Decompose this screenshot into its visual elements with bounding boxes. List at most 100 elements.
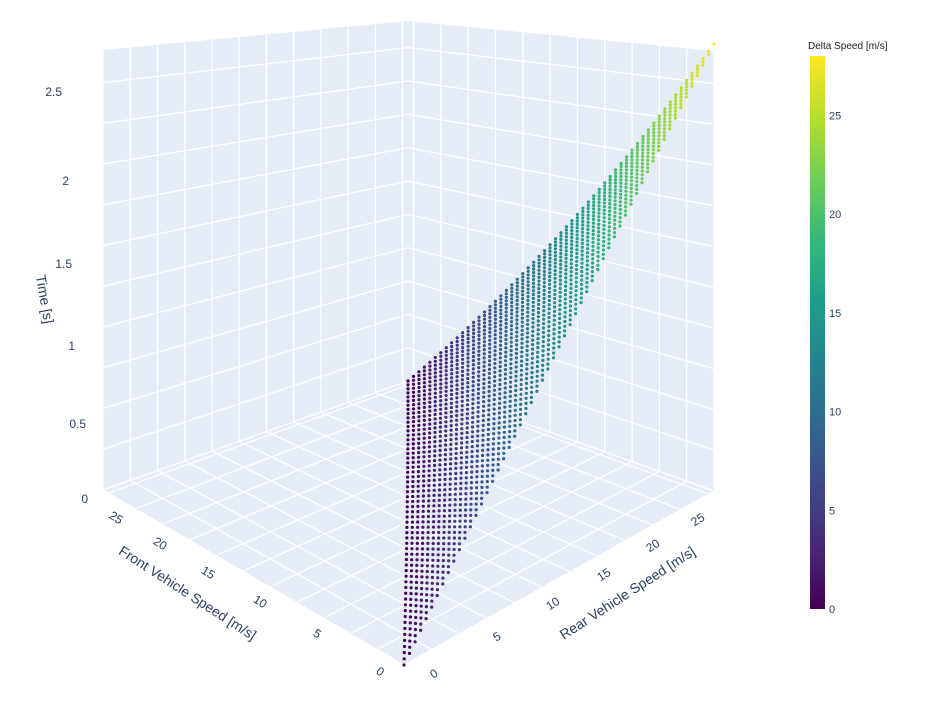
data-point xyxy=(547,294,552,298)
data-point xyxy=(618,216,622,220)
data-point xyxy=(520,350,524,354)
data-point xyxy=(470,470,474,474)
data-point xyxy=(586,243,590,247)
data-point xyxy=(559,244,563,248)
data-point xyxy=(537,254,541,258)
data-point xyxy=(488,323,492,327)
data-point xyxy=(410,515,414,519)
data-point xyxy=(425,558,430,562)
data-point xyxy=(493,329,497,333)
data-point xyxy=(497,431,501,435)
data-point xyxy=(581,213,585,217)
data-point xyxy=(504,321,508,326)
data-point xyxy=(458,525,462,529)
data-point xyxy=(425,599,429,603)
data-point xyxy=(465,450,469,454)
wall-gridline xyxy=(102,80,409,124)
data-point xyxy=(580,249,584,253)
data-point xyxy=(493,310,497,314)
data-point xyxy=(508,409,512,413)
data-point xyxy=(536,355,540,359)
data-point xyxy=(417,423,421,427)
data-point xyxy=(510,297,514,301)
data-point xyxy=(439,370,443,374)
data-point xyxy=(608,194,612,199)
data-point xyxy=(499,319,503,323)
data-point xyxy=(668,120,672,124)
data-point xyxy=(455,355,459,359)
data-point xyxy=(441,576,445,580)
data-point xyxy=(404,557,408,562)
data-point xyxy=(409,574,413,579)
data-point xyxy=(502,451,506,455)
data-point xyxy=(575,267,579,272)
data-point xyxy=(580,245,584,249)
data-point xyxy=(411,433,415,437)
data-point xyxy=(570,232,574,236)
data-point xyxy=(433,440,437,444)
data-point xyxy=(452,536,456,540)
data-point xyxy=(405,547,409,551)
z-axis-title: Time [s] xyxy=(33,273,57,324)
data-point xyxy=(597,226,601,230)
data-point xyxy=(460,422,464,426)
data-point xyxy=(438,425,442,429)
data-point xyxy=(477,341,481,345)
data-point xyxy=(502,441,506,445)
data-point xyxy=(449,428,453,432)
data-point xyxy=(497,436,501,440)
data-point xyxy=(477,353,481,357)
data-point xyxy=(444,389,448,393)
data-point xyxy=(613,184,618,189)
data-point xyxy=(624,185,628,190)
data-point xyxy=(602,212,606,216)
data-point xyxy=(646,141,650,145)
data-point xyxy=(460,399,464,403)
data-point xyxy=(408,621,412,625)
data-point xyxy=(405,541,409,545)
data-point xyxy=(417,446,421,450)
z-axis-ticks: 0 0.5 1 1.5 2 2.5 xyxy=(45,85,88,506)
data-point xyxy=(537,275,541,279)
data-point xyxy=(542,292,546,296)
data-point xyxy=(482,328,486,332)
data-point xyxy=(408,633,412,637)
data-point xyxy=(416,474,420,478)
data-point xyxy=(531,329,535,333)
data-point xyxy=(420,586,424,591)
data-point xyxy=(542,313,546,317)
data-point xyxy=(436,570,440,574)
data-point xyxy=(559,262,563,267)
data-point xyxy=(564,268,568,272)
data-point xyxy=(541,354,545,358)
data-point xyxy=(558,299,562,303)
data-point xyxy=(526,287,530,291)
data-point xyxy=(504,329,508,333)
data-point xyxy=(448,477,452,481)
data-point xyxy=(558,290,562,294)
data-point xyxy=(592,197,596,201)
data-point xyxy=(480,459,485,463)
data-point xyxy=(618,204,622,208)
data-point xyxy=(461,357,465,361)
data-point xyxy=(663,110,667,114)
data-point xyxy=(428,384,432,388)
data-point xyxy=(521,297,525,301)
data-point xyxy=(441,559,445,563)
data-point xyxy=(430,587,434,591)
data-point xyxy=(630,175,634,179)
data-point xyxy=(492,407,496,411)
data-point xyxy=(513,408,517,412)
data-point xyxy=(509,353,513,357)
data-point xyxy=(504,325,508,329)
data-point xyxy=(433,408,437,412)
data-point xyxy=(426,520,430,524)
data-point xyxy=(442,509,446,513)
data-point xyxy=(596,250,600,254)
data-point xyxy=(646,131,651,135)
data-point xyxy=(558,312,562,316)
data-point xyxy=(449,438,453,442)
data-point xyxy=(651,155,655,159)
data-point xyxy=(553,292,557,296)
